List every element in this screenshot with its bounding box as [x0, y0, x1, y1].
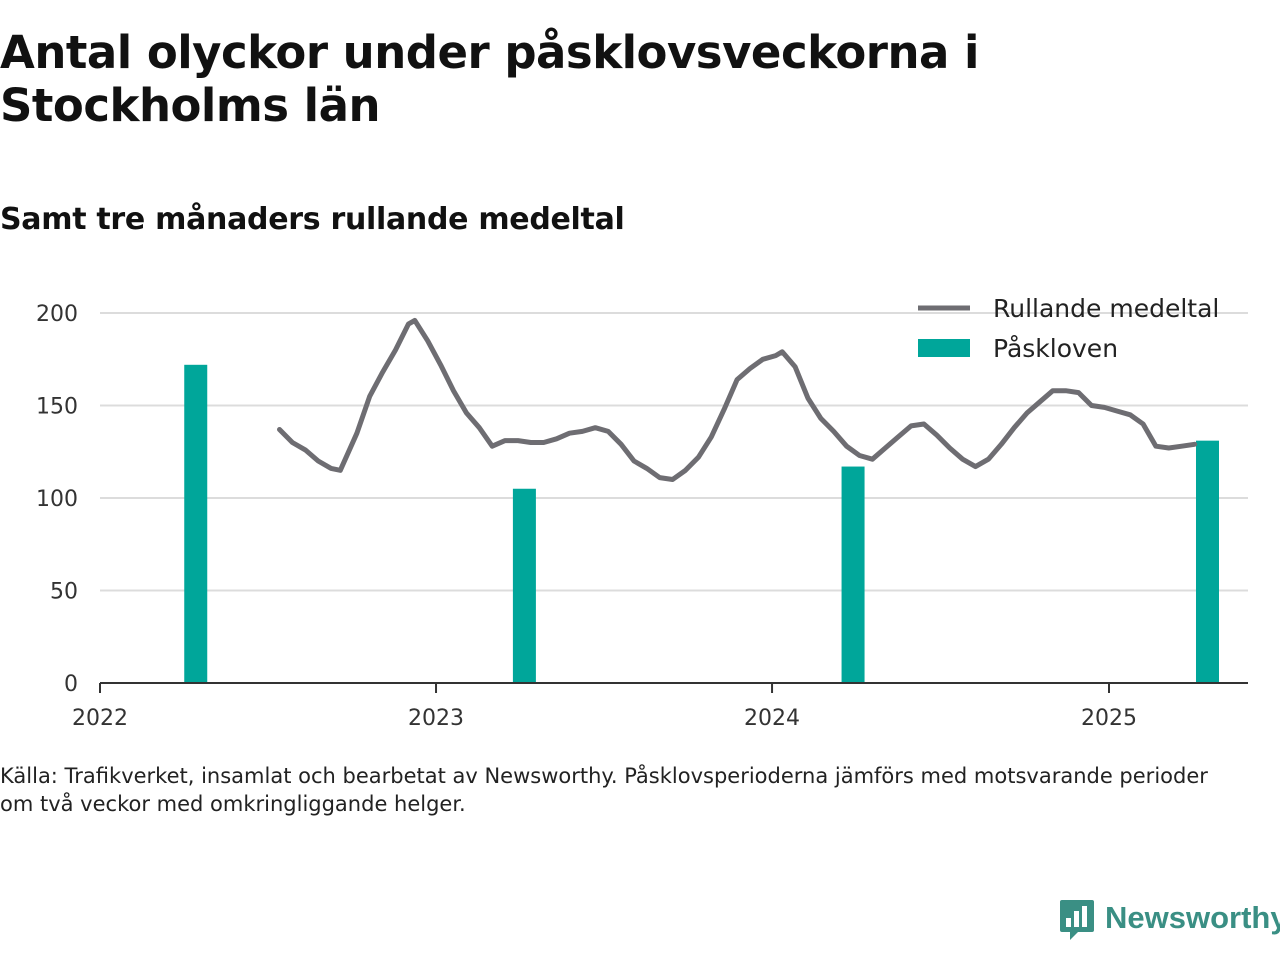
bar	[184, 364, 208, 683]
legend-bar-swatch	[918, 339, 970, 357]
y-tick-label: 200	[36, 302, 78, 327]
bar-series-paskloven	[184, 364, 1219, 683]
legend-label: Rullande medeltal	[993, 294, 1219, 323]
x-tick-label: 2023	[408, 706, 464, 731]
source-line: om två veckor med omkringliggande helger…	[0, 792, 466, 816]
bar	[1195, 440, 1219, 683]
y-tick-label: 100	[36, 487, 78, 512]
source-line: Källa: Trafikverket, insamlat och bearbe…	[0, 764, 1208, 788]
chart: 0 50 100 150 200 2022 2023 2024 2025 Rullande me…	[36, 294, 1248, 731]
axes: 0 50 100 150 200 2022 2023 2024 2025	[36, 302, 1248, 731]
y-tick-label: 150	[36, 395, 78, 420]
logo-text: Newsworthy	[1105, 900, 1280, 935]
x-tick-label: 2024	[744, 706, 800, 731]
gridlines	[100, 312, 1248, 592]
bar	[512, 488, 536, 683]
legend: Rullande medeltal Påskloven	[918, 294, 1219, 363]
chart-subtitle: Samt tre månaders rullande medeltal	[0, 202, 625, 237]
y-tick-label: 0	[64, 672, 78, 697]
legend-label: Påskloven	[993, 334, 1118, 363]
bar	[841, 466, 865, 683]
chart-title: Antal olyckor under påsklovsveckorna i S…	[0, 26, 979, 132]
line-series-rullande-medeltal	[277, 317, 1198, 482]
x-tick-label: 2025	[1081, 706, 1137, 731]
newsworthy-chart-bubble-icon	[1060, 900, 1094, 940]
x-tick-label: 2022	[72, 706, 128, 731]
source-note: Källa: Trafikverket, insamlat och bearbe…	[0, 762, 1270, 818]
y-tick-label: 50	[50, 580, 78, 605]
